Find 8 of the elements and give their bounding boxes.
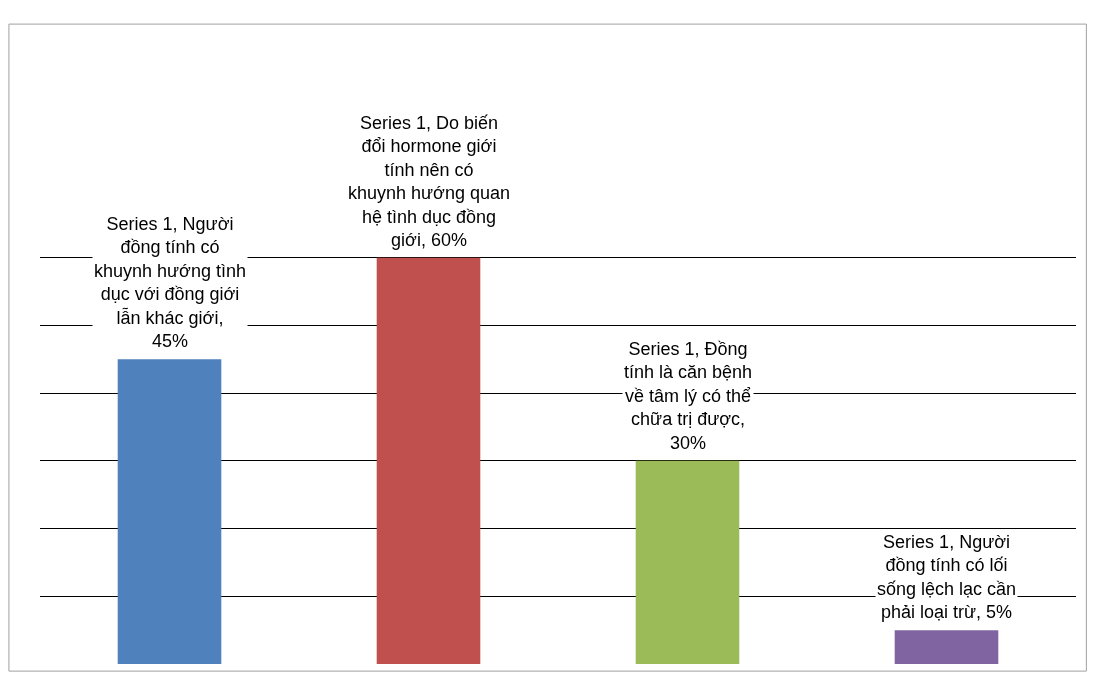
bar xyxy=(376,257,481,664)
data-label: Series 1, Người đồng tính có khuynh hướng tình dục với đồng giới lẫn khác giới, 45% xyxy=(94,214,246,351)
bar xyxy=(894,630,999,664)
bar xyxy=(635,460,740,664)
data-label: Series 1, Do biến đổi hormone giới tính nên có khuynh hướng quan hệ tình dục đồng giới, 60% xyxy=(348,113,510,250)
data-label: Series 1, Đồng tính là căn bệnh về tâm lý có thể chữa trị được, 30% xyxy=(624,339,753,453)
data-label: Series 1, Người đồng tính có lối sống lệch lạc cần phải loại trừ, 5% xyxy=(877,532,1017,623)
bar xyxy=(117,359,222,664)
